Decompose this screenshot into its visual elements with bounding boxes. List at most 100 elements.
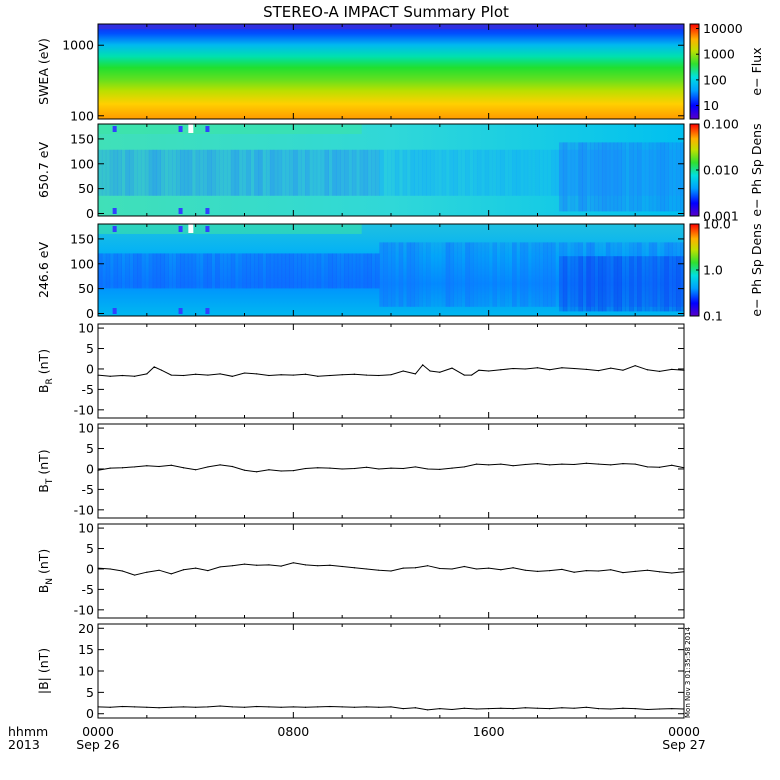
pad-column [480,242,486,307]
pad-column [625,242,630,307]
data-point [134,466,136,468]
data-point [170,573,172,575]
y-tick-label: 50 [78,281,94,296]
panel-frame [97,623,685,719]
pad-column [562,256,568,312]
data-point [610,367,612,369]
data-point [402,370,404,372]
data-point [109,467,111,469]
pad-column [164,149,169,196]
data-point [402,567,404,569]
data-point [195,469,197,471]
pad-column [574,142,580,212]
pad-column [480,149,486,196]
data-point [390,706,392,708]
pad-spot [112,226,117,232]
pad-column [98,149,103,196]
pad-column [406,149,412,196]
pad-column [488,149,494,196]
data-point [231,706,233,708]
data-point [500,569,502,571]
pad-column [519,149,525,196]
pad-column [648,256,654,312]
pad-column [348,253,353,289]
pad-column [461,149,466,196]
pad-column [422,242,427,307]
pad-column [574,149,580,196]
pad-column [367,149,372,196]
pad-column [109,253,115,289]
data-point [402,467,404,470]
pad-column [148,149,154,196]
pad-column [195,149,201,196]
pad-column [535,242,540,307]
pad-spot [112,208,117,214]
data-point [439,371,441,373]
data-point [634,708,636,710]
pad-column [531,242,537,307]
pad-column [125,253,130,289]
pad-column [414,149,419,196]
data-point [622,369,624,371]
data-point [292,562,294,564]
data-point [488,370,490,372]
pad-column [117,149,122,196]
y-tick-label: 150 [70,131,94,146]
pad-column [574,256,580,312]
x-tick-label: 0800 [277,724,309,739]
pad-column [590,242,595,307]
pad-column [613,149,619,196]
pad-column [457,149,462,196]
pad-column [246,253,251,289]
pad-column [648,142,654,212]
y-tick-label: 10 [78,664,94,679]
colorbar-label: e− Ph Sp Dens [749,223,764,316]
pad-column [199,253,204,289]
x-tick-label: 1600 [473,724,505,739]
data-point [304,706,307,708]
data-point [280,374,282,376]
y-axis-label: BR (nT) [36,349,55,393]
pad-column [633,149,638,196]
pad-column [433,149,439,196]
pad-column [558,142,564,212]
pad-column [680,242,685,307]
y-axis-label: BN (nT) [36,549,55,594]
pad-column [344,253,349,289]
pad-column [582,142,587,212]
data-point [646,708,648,711]
pad-column [570,256,576,312]
pad-column [250,253,255,289]
pad-column [660,256,665,312]
pad-column [621,149,626,196]
pad-column [445,242,451,307]
data-point [158,569,160,571]
data-point [243,563,246,565]
data-point [280,470,282,472]
data-point [256,373,258,375]
pad-column [199,149,204,196]
pad-column [605,256,611,312]
pad-column [527,149,533,196]
data-point [622,707,624,709]
pad-column [371,149,376,196]
data-point [195,373,197,375]
pad-column [144,253,150,289]
pad-column [594,142,599,212]
pad-column [558,242,564,307]
pad-column [633,242,638,307]
pad-column [363,149,369,196]
pad-column [168,149,173,196]
data-point [549,369,551,371]
pad-column [226,253,232,289]
data-point [341,374,343,376]
pad-column [328,253,333,289]
pad-column [273,253,279,289]
pad-column [332,253,337,289]
pad-column [269,149,275,196]
pad-column [301,149,306,196]
pad-column [387,242,392,307]
pad-column [656,149,662,196]
pad-column [109,149,115,196]
data-point [219,566,221,568]
